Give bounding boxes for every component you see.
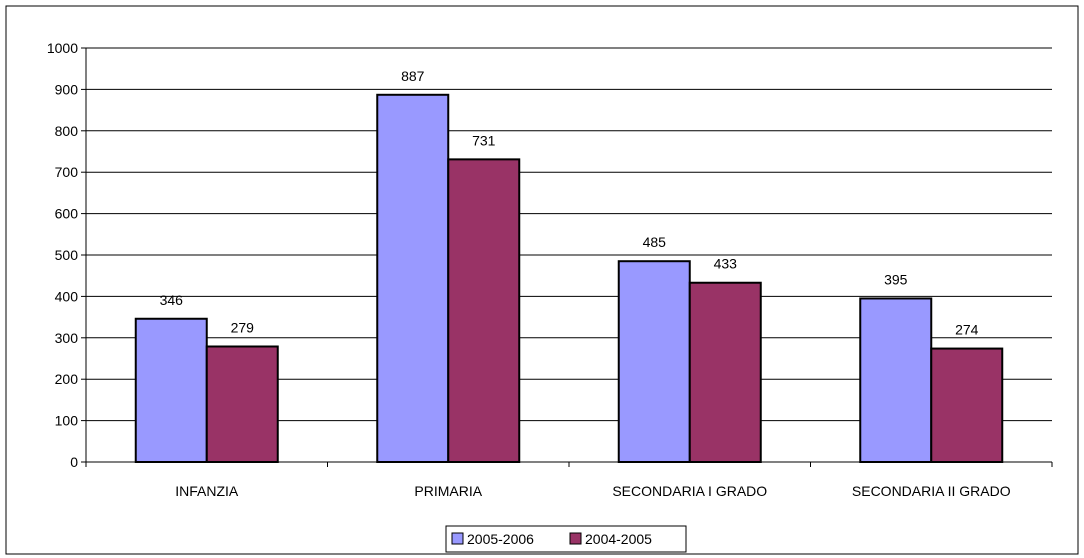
y-tick-label: 100	[55, 413, 79, 429]
x-axis-ticks: INFANZIA PRIMARIA SECONDARIA I GRADO SECOND…	[85, 462, 1053, 499]
y-tick-label: 300	[55, 330, 79, 346]
y-axis-ticks: 0 100 200 300 400 500 600 700 800 900 1000	[47, 40, 86, 470]
legend-swatch	[569, 532, 582, 545]
legend-box	[445, 525, 687, 553]
legend-label: 2005-2006	[467, 531, 534, 547]
y-tick-label: 0	[70, 454, 78, 470]
legend-label: 2004-2005	[585, 531, 652, 547]
data-label: 274	[955, 322, 979, 338]
data-label: 731	[472, 132, 496, 148]
chart-frame	[5, 5, 1079, 555]
data-label: 433	[714, 256, 738, 272]
y-tick-label: 800	[55, 123, 79, 139]
y-tick-label: 600	[55, 206, 79, 222]
x-tick-label: SECONDARIA I GRADO	[612, 483, 767, 499]
bar	[859, 297, 933, 463]
data-label: 346	[160, 292, 184, 308]
bar	[376, 93, 450, 463]
x-tick-label: PRIMARIA	[414, 483, 482, 499]
bar	[205, 345, 279, 463]
x-tick-label: INFANZIA	[175, 483, 239, 499]
legend-swatch	[451, 532, 464, 545]
legend: 2005-2006 2004-2005	[445, 525, 687, 553]
data-label: 887	[401, 68, 425, 84]
data-labels: 346 279 887 731 485 433 395 274	[160, 68, 979, 338]
y-tick-label: 900	[55, 81, 79, 97]
y-tick-label: 400	[55, 288, 79, 304]
x-tick-label: SECONDARIA II GRADO	[852, 483, 1011, 499]
bar	[930, 347, 1004, 463]
data-label: 279	[231, 319, 255, 335]
data-label: 395	[884, 271, 908, 287]
bar	[134, 317, 208, 464]
data-label: 485	[643, 234, 667, 250]
y-tick-label: 500	[55, 247, 79, 263]
y-tick-label: 700	[55, 164, 79, 180]
bar	[447, 158, 521, 463]
y-tick-label: 200	[55, 371, 79, 387]
bar	[688, 281, 762, 463]
bar	[617, 260, 691, 463]
y-tick-label: 1000	[47, 40, 78, 56]
